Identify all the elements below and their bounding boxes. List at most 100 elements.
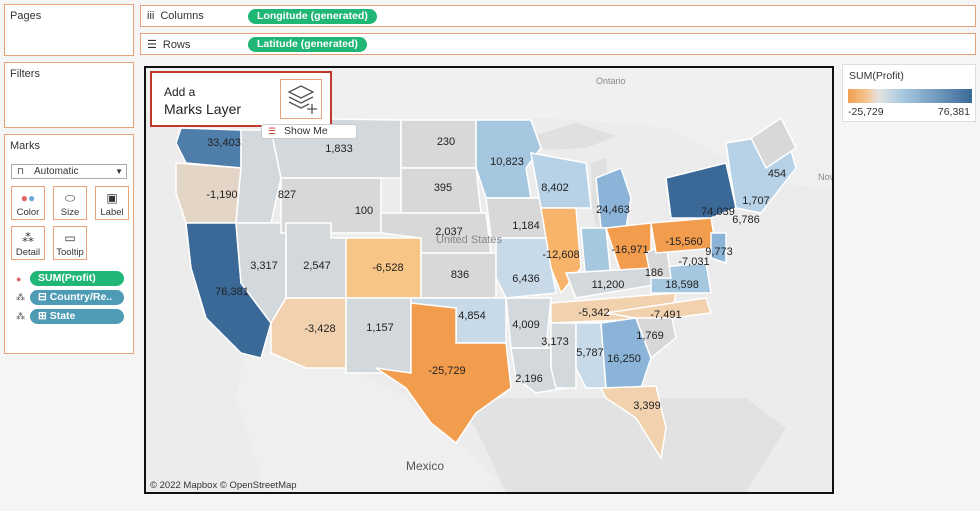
show-me-button[interactable]: ☰ Show Me <box>261 124 357 139</box>
tooltip-label: Tooltip <box>56 247 84 258</box>
state-michigan <box>595 167 632 229</box>
color-dots-icon: ●● <box>20 191 36 205</box>
profit-label: -7,031 <box>678 256 709 268</box>
longitude-pill[interactable]: Longitude (generated) <box>248 9 377 24</box>
profit-pill[interactable]: SUM(Profit) <box>30 271 124 286</box>
label-button[interactable]: ▣ Label <box>95 186 129 220</box>
callout-line2: Marks Layer <box>164 101 242 117</box>
mexico-land <box>236 348 506 492</box>
place-labels: Ontario United States Mexico Nov <box>406 76 832 473</box>
legend-card: SUM(Profit) -25,729 76,381 <box>842 64 976 122</box>
state-wisconsin <box>530 152 592 209</box>
rows-text: Rows <box>162 38 191 51</box>
mark-type-icon: ⊓ <box>17 166 25 176</box>
mark-field-state[interactable]: ⁂ ⊞ State <box>16 309 124 324</box>
profit-label: -7,491 <box>650 309 681 321</box>
mark-field-profit[interactable]: ● SUM(Profit) <box>16 271 124 286</box>
tooltip-icon: ▭ <box>64 231 76 245</box>
united-states-label: United States <box>436 234 503 246</box>
color-dots-icon: ● <box>16 273 22 284</box>
legend-max: 76,381 <box>937 106 970 118</box>
detail-icon: ⁂ <box>16 311 25 321</box>
us-map[interactable]: Ontario United States Mexico Nov 33,403 … <box>146 68 832 492</box>
state-new-jersey <box>710 232 727 265</box>
columns-icon: iii <box>147 10 155 22</box>
profit-label: 2,547 <box>303 260 331 272</box>
state-maine <box>750 116 797 170</box>
state-new-mexico <box>345 297 412 374</box>
state-pill[interactable]: ⊞ State <box>30 309 124 324</box>
callout-line1: Add a <box>164 85 196 99</box>
size-label: Size <box>60 207 80 218</box>
profit-label: -15,560 <box>665 236 702 248</box>
profit-label: 1,184 <box>512 220 540 232</box>
map-view[interactable]: Ontario United States Mexico Nov 33,403 … <box>144 66 834 494</box>
profit-label: -12,608 <box>542 249 579 261</box>
size-button[interactable]: ⬭ Size <box>53 186 87 220</box>
columns-label: iii Columns <box>147 10 204 22</box>
mark-type-dropdown[interactable]: ⊓ Automatic ▼ <box>11 164 127 179</box>
profit-label: 230 <box>437 136 455 148</box>
expand-icon: ⊞ <box>38 310 50 322</box>
detail-label: Detail <box>15 247 41 258</box>
country-pill[interactable]: ⊟ Country/Re.. <box>30 290 124 305</box>
gulf-water <box>446 398 786 492</box>
profit-label: 6,436 <box>512 273 540 285</box>
profit-label: -6,528 <box>372 262 403 274</box>
map-attribution: © 2022 Mapbox © OpenStreetMap <box>150 480 297 491</box>
state-florida <box>599 385 667 461</box>
state-texas <box>375 302 512 445</box>
size-icon: ⬭ <box>64 191 76 205</box>
profit-label: 9,773 <box>705 246 733 258</box>
profit-label: 3,399 <box>633 400 661 412</box>
profit-label: 76,381 <box>215 286 249 298</box>
profit-label: 836 <box>451 269 469 281</box>
profit-label: 8,402 <box>541 182 569 194</box>
latitude-pill[interactable]: Latitude (generated) <box>248 37 367 52</box>
filters-title: Filters <box>10 68 40 80</box>
rows-icon: ☰ <box>147 39 157 51</box>
color-button[interactable]: ●● Color <box>11 186 45 220</box>
profit-label: 3,317 <box>250 260 278 272</box>
profit-label: 18,598 <box>665 279 699 291</box>
profit-label: 1,769 <box>636 330 664 342</box>
legend-gradient[interactable] <box>848 89 972 103</box>
layers-plus-icon <box>287 85 317 114</box>
profit-label: -3,428 <box>304 323 335 335</box>
add-marks-layer-callout[interactable]: Add a Marks Layer <box>150 71 332 127</box>
filters-card[interactable]: Filters <box>4 62 134 128</box>
pages-card[interactable]: Pages <box>4 4 134 56</box>
profit-label: 1,157 <box>366 322 394 334</box>
mexico-label: Mexico <box>406 459 444 473</box>
lake-superior <box>526 123 616 150</box>
mark-type-value: Automatic <box>34 166 79 177</box>
show-me-icon: ☰ <box>268 126 277 136</box>
state-pill-text: State <box>49 310 76 322</box>
label-icon: ▣ <box>106 191 118 205</box>
detail-icon: ⁂ <box>22 231 34 245</box>
country-pill-text: Country/Re.. <box>49 291 113 303</box>
profit-label: 4,009 <box>512 319 540 331</box>
profit-label: 16,250 <box>607 353 641 365</box>
profit-label: -5,342 <box>578 307 609 319</box>
profit-label: 24,463 <box>596 204 630 216</box>
detail-button[interactable]: ⁂ Detail <box>11 226 45 260</box>
columns-shelf[interactable]: iii Columns Longitude (generated) <box>140 5 976 27</box>
profit-label: 100 <box>355 205 373 217</box>
profit-label: 2,037 <box>435 226 463 238</box>
rows-label: ☰ Rows <box>147 38 191 52</box>
profit-label: 6,786 <box>732 214 760 226</box>
rows-shelf[interactable]: ☰ Rows Latitude (generated) <box>140 33 976 55</box>
mark-field-country[interactable]: ⁂ ⊟ Country/Re.. <box>16 290 124 305</box>
state-minnesota <box>475 119 542 199</box>
profit-label: -25,729 <box>428 365 465 377</box>
profit-label: -16,971 <box>611 244 648 256</box>
nov-label: Nov <box>818 172 832 182</box>
profit-label: 3,173 <box>541 336 569 348</box>
marks-layer-button[interactable] <box>280 79 322 119</box>
profit-label: 4,854 <box>458 310 486 322</box>
profit-label: 33,403 <box>207 137 241 149</box>
profit-label: 5,787 <box>576 347 604 359</box>
profit-labels: 33,403 1,833 230 10,823 454 -1,190 827 3… <box>206 136 786 412</box>
tooltip-button[interactable]: ▭ Tooltip <box>53 226 87 260</box>
